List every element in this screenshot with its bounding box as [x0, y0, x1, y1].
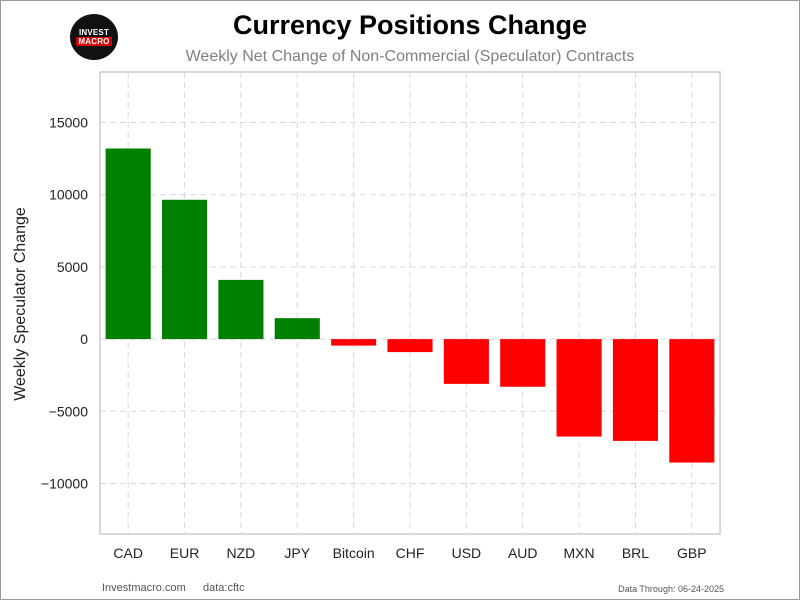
chart-title: Currency Positions Change [232, 10, 588, 40]
x-tick-label: JPY [284, 545, 310, 561]
bar-aud [500, 339, 546, 387]
x-tick-label: AUD [508, 545, 538, 561]
footer-source: data:cftc [203, 582, 245, 594]
y-tick-label: 0 [80, 331, 88, 347]
bar-nzd [218, 279, 264, 340]
bar-jpy [274, 318, 320, 340]
plot-area-border [99, 71, 721, 535]
y-tick-label: −5000 [49, 403, 89, 419]
chart-subtitle: Weekly Net Change of Non-Commercial (Spe… [185, 48, 635, 65]
y-tick-label: 10000 [49, 187, 88, 203]
x-tick-label: MXN [564, 545, 595, 561]
bar-usd [443, 339, 489, 384]
logo-line-2: MACRO [76, 37, 112, 46]
bar-cad [105, 148, 151, 340]
bar-bitcoin [331, 339, 377, 346]
x-tick-label: BRL [622, 545, 649, 561]
y-tick-label: 15000 [49, 115, 88, 131]
x-tick-label: CAD [113, 545, 143, 561]
bar-eur [162, 199, 208, 340]
bar-mxn [556, 339, 602, 437]
bar-chf [387, 339, 433, 353]
investmacro-logo: INVEST MACRO [70, 14, 118, 60]
bar-gbp [669, 339, 715, 463]
footer-site: Investmacro.com [102, 582, 186, 594]
y-tick-label: 5000 [57, 259, 88, 275]
x-tick-label: NZD [227, 545, 256, 561]
x-tick-label: CHF [396, 545, 425, 561]
logo-line-1: INVEST [78, 28, 110, 37]
y-tick-label: −10000 [41, 475, 88, 491]
x-tick-label: GBP [677, 545, 707, 561]
x-tick-label: Bitcoin [333, 545, 375, 561]
x-tick-label: USD [452, 545, 482, 561]
x-tick-label: EUR [170, 545, 200, 561]
bar-brl [612, 339, 658, 441]
footer-data-through: Data Through: 06-24-2025 [618, 584, 724, 594]
